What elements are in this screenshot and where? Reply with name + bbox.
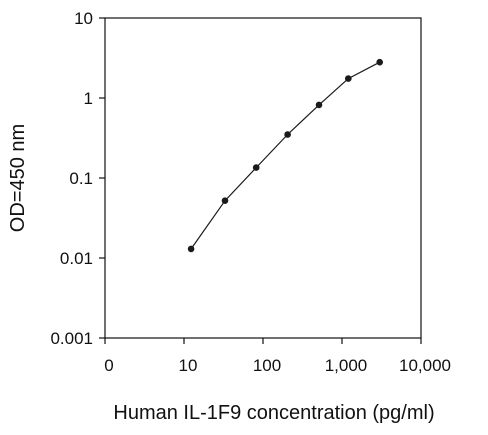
y-axis-ticks: 0.001 0.01 0.1 1 10 bbox=[50, 9, 105, 348]
x-tick-label: 100 bbox=[253, 356, 281, 375]
y-tick-label: 10 bbox=[74, 9, 93, 28]
y-tick-label: 0.1 bbox=[69, 169, 93, 188]
x-axis-ticks: 0 10 100 1,000 10,000 bbox=[104, 338, 451, 375]
data-point bbox=[284, 131, 291, 138]
x-tick-label: 10 bbox=[179, 356, 198, 375]
y-tick-label: 0.01 bbox=[60, 249, 93, 268]
data-point bbox=[252, 164, 260, 171]
y-tick-label: 0.001 bbox=[50, 329, 93, 348]
x-tick-label: 0 bbox=[104, 356, 113, 375]
data-point bbox=[315, 101, 323, 109]
data-point bbox=[187, 245, 195, 253]
series-layer bbox=[187, 58, 384, 253]
x-axis-title: Human IL-1F9 concentration (pg/ml) bbox=[113, 402, 434, 424]
x-tick-label: 1,000 bbox=[325, 356, 368, 375]
data-point bbox=[376, 58, 384, 66]
y-axis-title: OD=450 nm bbox=[7, 124, 29, 232]
x-tick-label: 10,000 bbox=[399, 356, 451, 375]
data-point bbox=[221, 197, 229, 204]
data-point bbox=[345, 75, 352, 82]
series-line bbox=[190, 61, 380, 250]
y-tick-label: 1 bbox=[84, 89, 93, 108]
